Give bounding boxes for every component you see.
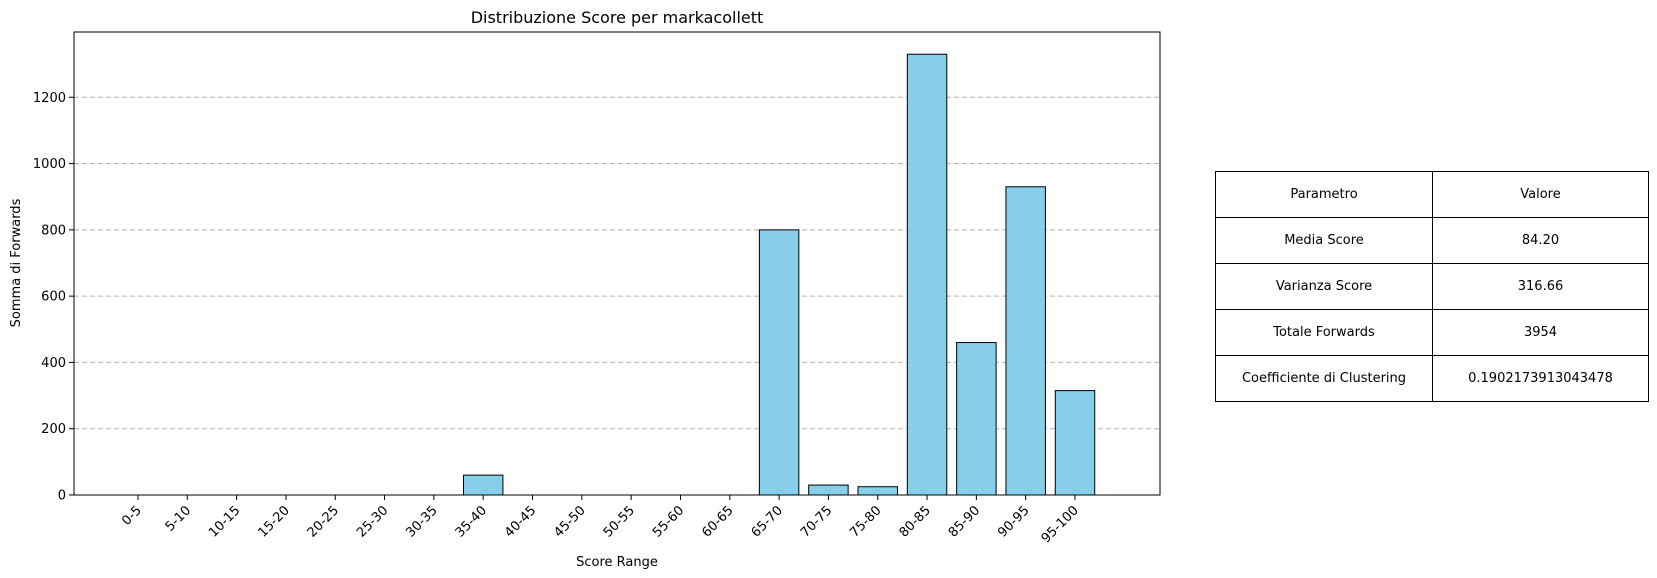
table-header-cell: Parametro (1215, 171, 1433, 218)
chart-title: Distribuzione Score per markacollett (471, 8, 764, 27)
x-tick-label: 60-65 (699, 503, 736, 540)
x-tick-label: 75-80 (847, 503, 884, 540)
stats-table: Parametro Valore Media Score 84.20 Varia… (1215, 171, 1649, 402)
table-cell-param: Totale Forwards (1215, 309, 1433, 356)
x-tick-label: 35-40 (453, 503, 490, 540)
x-tick-label: 30-35 (403, 503, 440, 540)
x-tick-label: 25-30 (354, 503, 391, 540)
table-cell-param: Coefficiente di Clustering (1215, 355, 1433, 402)
table-cell-param: Varianza Score (1215, 263, 1433, 310)
x-tick-label: 55-60 (650, 503, 687, 540)
table-row: Totale Forwards 3954 (1215, 309, 1649, 356)
x-tick-label: 0-5 (119, 503, 145, 529)
bar-35-40 (462, 474, 504, 496)
y-axis-label: Somma di Forwards (9, 198, 24, 327)
y-tick-label: 1200 (33, 91, 66, 106)
table-header-row: Parametro Valore (1215, 171, 1649, 218)
x-tick-label: 40-45 (502, 503, 539, 540)
bar-90-95 (1005, 186, 1046, 496)
x-axis-label: Score Range (576, 555, 658, 570)
x-tick-label: 70-75 (798, 503, 835, 540)
table-header-cell: Valore (1432, 171, 1649, 218)
x-tick-label: 65-70 (749, 503, 786, 540)
bar-95-100 (1054, 390, 1096, 496)
x-tick-label: 80-85 (897, 503, 934, 540)
x-tick-label: 50-55 (601, 503, 638, 540)
y-tick-label: 400 (41, 356, 66, 371)
y-tick-label: 600 (41, 290, 66, 305)
table-cell-value: 0.1902173913043478 (1432, 355, 1649, 402)
bar-chart: 0 200 400 600 800 1000 1200 0-5 5-10 10-15 15-20 2… (9, 8, 1161, 570)
bar-65-70 (758, 229, 800, 496)
table-cell-param: Media Score (1215, 217, 1433, 264)
x-tick-label: 45-50 (551, 503, 588, 540)
x-tick-label: 90-95 (995, 503, 1032, 540)
table-cell-value: 316.66 (1432, 263, 1649, 310)
table-row: Coefficiente di Clustering 0.19021739130… (1215, 355, 1649, 402)
table-cell-value: 84.20 (1432, 217, 1649, 264)
x-tick-label: 15-20 (255, 503, 292, 540)
x-tick-label: 85-90 (946, 503, 983, 540)
bar-85-90 (956, 342, 997, 496)
bar-80-85 (906, 53, 948, 496)
x-tick-label: 20-25 (305, 503, 342, 540)
bar-75-80 (857, 486, 898, 496)
table-cell-value: 3954 (1432, 309, 1649, 356)
y-tick-label: 200 (41, 422, 66, 437)
y-tick-label: 800 (41, 223, 66, 238)
x-tick-label: 5-10 (163, 503, 194, 534)
y-tick-label: 0 (58, 489, 66, 504)
bars (462, 53, 1096, 496)
y-axis: 0 200 400 600 800 1000 1200 (33, 91, 74, 504)
bar-70-75 (808, 484, 849, 496)
x-axis: 0-5 5-10 10-15 15-20 20-25 25-30 30-35 35-40 40-… (119, 495, 1082, 546)
plot-frame (73, 31, 1161, 496)
table-row: Media Score 84.20 (1215, 217, 1649, 264)
x-tick-label: 10-15 (206, 503, 243, 540)
table-row: Varianza Score 316.66 (1215, 263, 1649, 310)
x-tick-label: 95-100 (1039, 503, 1082, 546)
y-tick-label: 1000 (33, 157, 66, 172)
gridlines (74, 96, 1160, 430)
